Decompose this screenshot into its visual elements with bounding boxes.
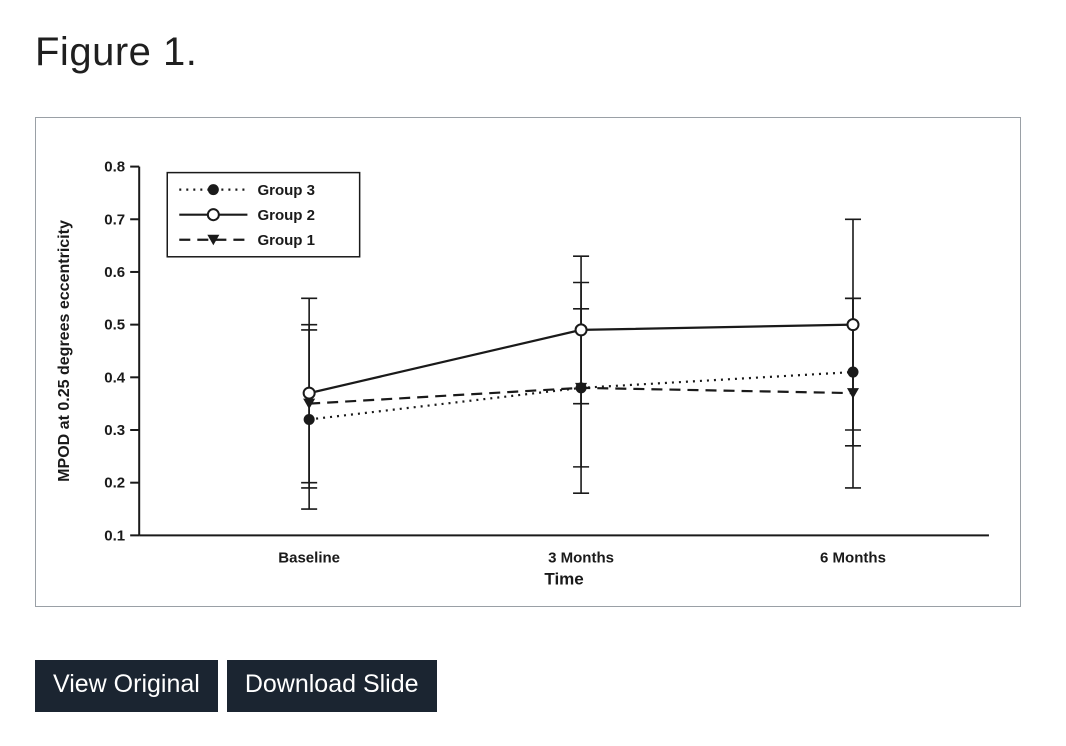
filled-triangle-marker — [207, 234, 220, 246]
series-markers-group-2 — [302, 318, 860, 400]
x-tick-label: Baseline — [278, 549, 340, 566]
filled-circle-marker — [847, 366, 859, 378]
y-axis-label: MPOD at 0.25 degrees eccentricity — [55, 220, 73, 482]
filled-triangle-marker — [303, 398, 316, 410]
open-circle-marker — [206, 208, 220, 222]
chart-axes — [138, 166, 989, 537]
x-tick-label: 6 Months — [820, 549, 886, 566]
legend-label-group-2: Group 2 — [257, 207, 315, 224]
figure-chart-container: 0.1 0.2 0.3 0.4 0.5 0.6 0.7 0.8 Baseline 3 Months… — [35, 117, 1021, 607]
chart-legend: Group 3 Group 2 Group 1 — [166, 171, 361, 258]
filled-triangle-marker — [846, 388, 860, 399]
legend-label-group-3: Group 3 — [257, 182, 315, 199]
x-category-labels: Baseline 3 Months 6 Months — [278, 549, 886, 566]
view-original-button[interactable]: View Original — [35, 660, 218, 712]
x-tick-label: 3 Months — [548, 549, 614, 566]
y-axis-ticks: 0.1 0.2 0.3 0.4 0.5 0.6 0.7 0.8 — [104, 159, 140, 544]
filled-triangle-marker — [575, 382, 588, 394]
y-tick-label: 0.3 — [104, 422, 125, 439]
figure-actions: View Original Download Slide — [35, 660, 437, 712]
y-tick-label: 0.5 — [104, 317, 125, 334]
y-tick-label: 0.7 — [104, 211, 125, 228]
x-axis-label: Time — [544, 569, 583, 588]
open-circle-marker — [574, 323, 588, 337]
open-circle-marker — [302, 386, 316, 400]
filled-circle-marker — [207, 184, 219, 196]
open-circle-marker — [846, 318, 860, 332]
filled-circle-marker — [303, 413, 315, 425]
series-markers-group-1 — [303, 382, 860, 410]
legend-label-group-1: Group 1 — [257, 232, 315, 249]
mpod-line-chart: 0.1 0.2 0.3 0.4 0.5 0.6 0.7 0.8 Baseline 3 Months… — [55, 159, 989, 588]
y-tick-label: 0.6 — [104, 264, 125, 281]
figure-title: Figure 1. — [35, 30, 198, 74]
y-tick-label: 0.4 — [104, 369, 126, 386]
y-tick-label: 0.1 — [104, 527, 125, 544]
download-slide-button[interactable]: Download Slide — [226, 660, 437, 712]
y-tick-label: 0.2 — [104, 475, 125, 492]
y-tick-label: 0.8 — [104, 159, 125, 176]
